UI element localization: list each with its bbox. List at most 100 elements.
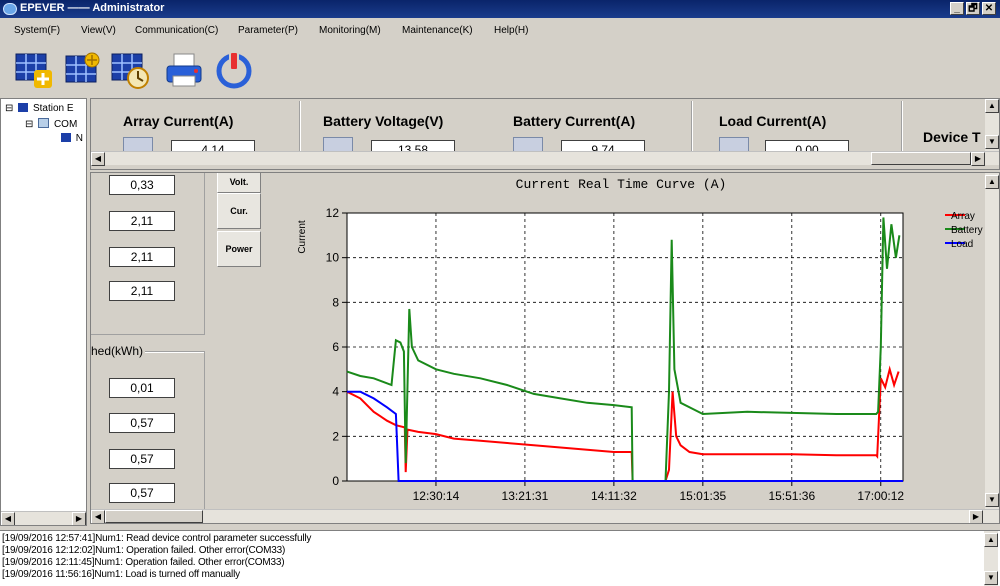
tab-current[interactable]: Cur. (217, 193, 261, 229)
station-clock-icon[interactable] (110, 50, 150, 90)
energy-value-field: 2,11 (109, 281, 175, 301)
y-axis-label: Current (297, 220, 308, 254)
tab-volt[interactable]: Volt. (217, 173, 261, 193)
current-chart: Current Real Time Curve (A) Current 0 2 4 6… (263, 173, 985, 511)
com-port-icon (38, 118, 50, 128)
energy-value-field: 2,11 (109, 211, 175, 231)
scroll-up-arrow-icon[interactable]: ▲ (985, 99, 999, 113)
monitoring-main-panel: 0,33 2,11 2,11 2,11 hed(kWh) 0,01 0,57 0… (90, 172, 1000, 524)
menu-communication[interactable]: Communication(C) (135, 25, 219, 36)
app-logo-icon (3, 3, 17, 15)
event-log: [19/09/2016 12:57:41]Num1: Read device c… (0, 530, 1000, 586)
toolbar (0, 44, 1000, 96)
title-bar: EPEVER —— Administrator _ 🗗 ✕ (0, 0, 1000, 18)
x-tick-label: 17:00:12 (857, 489, 904, 503)
x-tick-label: 15:01:35 (679, 489, 726, 503)
tree-node-com[interactable]: ⊟ COM (25, 118, 77, 130)
x-tick-label: 14:11:32 (591, 489, 637, 503)
scrollbar-thumb[interactable] (871, 152, 971, 165)
station-icon (18, 103, 29, 112)
generated-energy-group (91, 173, 205, 335)
printer-icon[interactable] (164, 50, 204, 90)
y-tick-label: 2 (332, 429, 339, 443)
y-tick-label: 8 (332, 295, 339, 309)
tree-node-label: Station E (32, 103, 74, 114)
tree-expander[interactable]: ⊟ (5, 103, 14, 114)
series-line-battery (346, 217, 901, 482)
log-vertical-scrollbar[interactable]: ▲ ▼ (984, 531, 998, 586)
series-line-load (347, 390, 903, 482)
x-tick-label: 13:21:31 (502, 489, 549, 503)
menu-maintenance[interactable]: Maintenance(K) (402, 25, 473, 36)
divider (691, 101, 693, 156)
menu-bar: System(F) View(V) Communication(C) Param… (0, 20, 1000, 42)
scroll-down-arrow-icon[interactable]: ▼ (984, 571, 998, 585)
tree-node-label: N (75, 133, 84, 144)
y-tick-label: 4 (332, 385, 339, 399)
log-entry: [19/09/2016 11:56:16]Num1: Load is turne… (2, 569, 240, 580)
restore-button[interactable]: 🗗 (966, 2, 980, 15)
menu-monitoring[interactable]: Monitoring(M) (319, 25, 381, 36)
energy-value-field: 0,57 (109, 449, 175, 469)
divider (299, 101, 301, 156)
station-tree: ⊟ Station E ⊟ COM N ◀ ▶ (0, 98, 87, 526)
device-icon (61, 133, 71, 142)
battery-voltage-title: Battery Voltage(V) (323, 113, 444, 129)
tree-node-device[interactable]: N (59, 133, 83, 144)
close-button[interactable]: ✕ (982, 2, 996, 15)
scroll-up-arrow-icon[interactable]: ▲ (984, 533, 998, 547)
scroll-left-arrow-icon[interactable]: ◀ (91, 152, 105, 166)
log-entry: [19/09/2016 12:57:41]Num1: Read device c… (2, 533, 312, 544)
tree-horizontal-scrollbar[interactable]: ◀ ▶ (1, 511, 86, 525)
scroll-down-arrow-icon[interactable]: ▼ (985, 493, 999, 507)
tab-power[interactable]: Power (217, 231, 261, 267)
menu-view[interactable]: View(V) (81, 25, 116, 36)
battery-current-title: Battery Current(A) (513, 113, 636, 129)
y-tick-label: 6 (332, 340, 339, 354)
tree-node-label: COM (53, 119, 78, 130)
scroll-right-arrow-icon[interactable]: ▶ (969, 510, 983, 523)
log-entry: [19/09/2016 12:12:02]Num1: Operation fai… (2, 545, 286, 556)
scroll-left-arrow-icon[interactable]: ◀ (1, 512, 15, 525)
main-panel-vertical-scrollbar[interactable]: ▲ ▼ (985, 173, 999, 511)
energy-value-field: 0,57 (109, 413, 175, 433)
station-settings-icon[interactable] (62, 50, 102, 90)
main-panel-horizontal-scrollbar[interactable]: ◀ ▶ (91, 509, 999, 523)
scroll-right-arrow-icon[interactable]: ▶ (72, 512, 86, 525)
scroll-up-arrow-icon[interactable]: ▲ (985, 175, 999, 189)
window-title: EPEVER —— Administrator (20, 2, 165, 14)
device-temp-title: Device T (923, 129, 981, 145)
tree-expander[interactable]: ⊟ (25, 119, 34, 130)
energy-value-field: 2,11 (109, 247, 175, 267)
top-panel-horizontal-scrollbar[interactable]: ◀ ▶ (91, 151, 999, 166)
scroll-down-arrow-icon[interactable]: ▼ (985, 135, 999, 149)
y-tick-label: 10 (326, 251, 340, 265)
menu-system[interactable]: System(F) (14, 25, 61, 36)
legend-label-array: Array (951, 211, 975, 222)
menu-parameter[interactable]: Parameter(P) (238, 25, 299, 36)
consumed-energy-label: hed(kWh) (91, 344, 146, 358)
tree-node-station[interactable]: ⊟ Station E (5, 103, 74, 114)
chart-title: Current Real Time Curve (A) (516, 177, 727, 192)
scrollbar-thumb[interactable] (105, 510, 203, 523)
y-tick-label: 12 (326, 206, 340, 220)
realtime-sensor-panel: Array Current(A) 4.14 Battery Voltage(V)… (90, 98, 1000, 170)
y-tick-label: 0 (332, 474, 339, 488)
legend-label-battery: Battery (951, 225, 983, 236)
energy-value-field: 0,33 (109, 175, 175, 195)
minimize-button[interactable]: _ (950, 2, 964, 15)
scroll-right-arrow-icon[interactable]: ▶ (971, 152, 985, 166)
current-realtime-chart: Current Real Time Curve (A) Current 0 2 4 6… (297, 177, 983, 503)
scroll-left-arrow-icon[interactable]: ◀ (91, 510, 105, 523)
divider (901, 101, 903, 156)
menu-help[interactable]: Help(H) (494, 25, 529, 36)
array-current-title: Array Current(A) (123, 113, 234, 129)
legend-label-load: Load (951, 239, 973, 250)
add-station-icon[interactable] (14, 50, 54, 90)
x-tick-label: 12:30:14 (413, 489, 460, 503)
log-entry: [19/09/2016 12:11:45]Num1: Operation fai… (2, 557, 285, 568)
energy-value-field: 0,01 (109, 378, 175, 398)
load-current-title: Load Current(A) (719, 113, 827, 129)
power-icon[interactable] (214, 50, 254, 90)
top-panel-vertical-scrollbar[interactable]: ▲ ▼ (985, 99, 999, 151)
